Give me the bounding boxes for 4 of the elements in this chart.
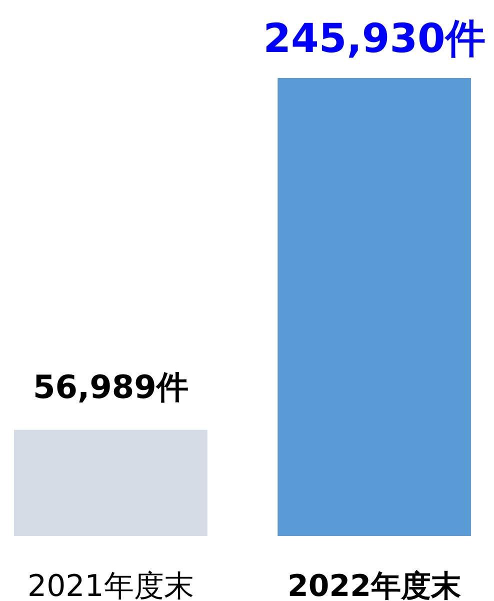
data-label: 56,989件 [32,368,188,406]
data-label: 245,930件 [263,16,486,62]
x-tick-label: 2021年度末 [28,569,194,601]
x-tick-label: 2022年度末 [288,569,462,601]
